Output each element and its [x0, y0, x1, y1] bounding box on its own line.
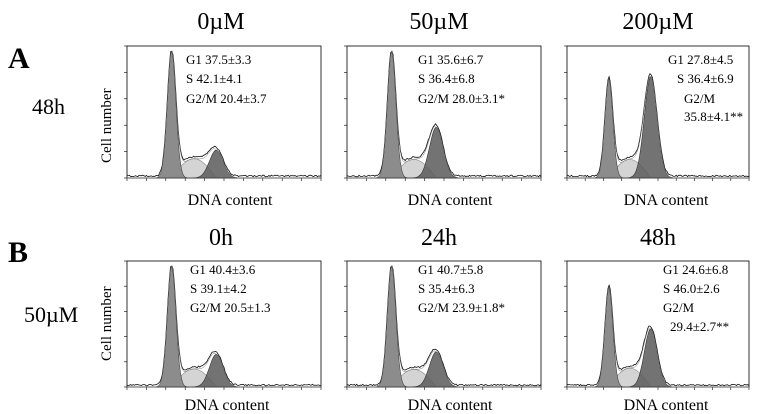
xlabel-a-0: DNA content — [187, 192, 273, 209]
fitted-envelope-line — [567, 75, 749, 179]
stat-b0-g1: G1 40.4±3.6 — [190, 262, 256, 277]
xlabel-a-1: DNA content — [407, 192, 493, 209]
xlabel-b-0: DNA content — [184, 397, 270, 414]
fitted-envelope-line — [347, 265, 541, 388]
stat-b2-g2m: G2/M — [663, 300, 695, 315]
stat-b0-g2m: G2/M 20.5±1.3 — [190, 300, 271, 315]
row-label-a: 48h — [32, 94, 65, 119]
stat-b1-s: S 35.4±6.3 — [418, 281, 475, 296]
stat-b1-g2m: G2/M 23.9±1.8* — [418, 300, 505, 315]
xlabel-b-2: DNA content — [623, 397, 709, 414]
xlabel-b-1: DNA content — [407, 397, 493, 414]
stat-a1-s: S 36.4±6.8 — [418, 71, 475, 86]
ylabel-a: Cell number — [99, 88, 115, 163]
histogram-a-0 — [124, 45, 322, 181]
fitted-envelope-line — [567, 286, 749, 388]
title-a-2: 200µM — [622, 9, 694, 35]
stat-a1-g1: G1 35.6±6.7 — [418, 52, 484, 67]
title-b-0: 0h — [209, 225, 233, 251]
stat-a0-g1: G1 37.5±3.3 — [186, 52, 252, 67]
histogram-b-2 — [564, 260, 750, 390]
ylabel-b: Cell number — [99, 286, 115, 361]
stat-a2-g1: G1 27.8±4.5 — [668, 52, 734, 67]
total-histogram-line — [126, 50, 322, 178]
histogram-a-1 — [344, 45, 542, 181]
panel-letter-a: A — [8, 42, 30, 75]
total-histogram-line — [346, 50, 542, 178]
total-histogram-line — [126, 265, 322, 387]
fitted-envelope-line — [127, 265, 321, 388]
title-a-0: 0µM — [197, 9, 245, 35]
stat-a1-g2m: G2/M 28.0±3.1* — [418, 91, 505, 106]
row-label-b: 50µM — [24, 302, 79, 327]
stat-a2-g2m: G2/M — [684, 91, 716, 106]
panel-letter-b: B — [8, 236, 29, 269]
histogram-a-2 — [564, 45, 750, 181]
total-histogram-line — [566, 284, 750, 387]
histogram-b-0 — [124, 260, 322, 390]
stat-a2-g2m-value: 35.8±4.1** — [684, 109, 744, 124]
histogram-b-1 — [344, 260, 542, 390]
stat-b2-g2m-value: 29.4±2.7** — [670, 319, 730, 334]
stat-b2-g1: G1 24.6±6.8 — [663, 262, 729, 277]
xlabel-a-2: DNA content — [623, 192, 709, 209]
fitted-envelope-line — [127, 50, 321, 179]
title-b-1: 24h — [421, 225, 457, 251]
total-histogram-line — [346, 265, 542, 387]
g2m-peak-area — [347, 351, 541, 388]
fitted-envelope-line — [347, 50, 541, 179]
stat-b0-s: S 39.1±4.2 — [190, 281, 247, 296]
stat-a0-g2m: G2/M 20.4±3.7 — [186, 91, 267, 106]
stat-b1-g1: G1 40.7±5.8 — [418, 262, 484, 277]
stat-a2-s: S 36.4±6.9 — [677, 71, 734, 86]
title-a-1: 50µM — [409, 9, 469, 35]
stat-b2-s: S 46.0±2.6 — [663, 281, 720, 296]
stat-a0-s: S 42.1±4.1 — [186, 71, 243, 86]
title-b-2: 48h — [640, 225, 676, 251]
